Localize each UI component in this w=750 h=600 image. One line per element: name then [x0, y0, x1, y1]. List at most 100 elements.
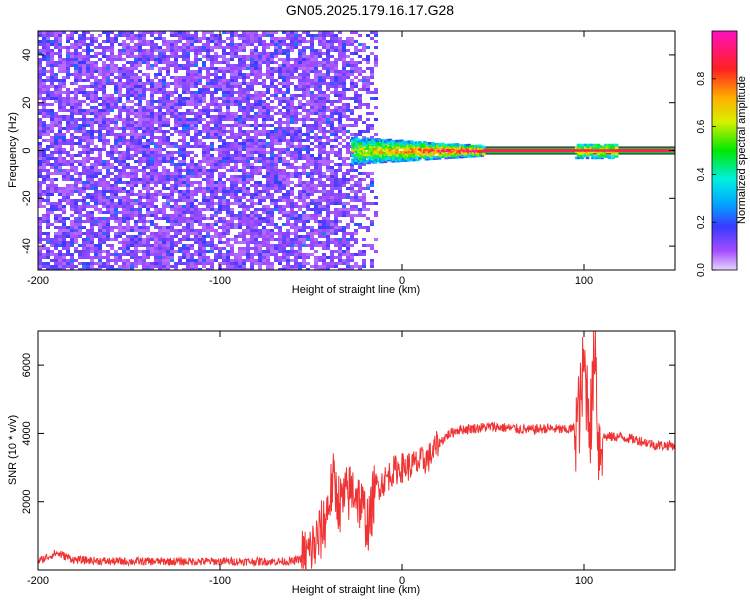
- heatmap-cell: [38, 181, 42, 184]
- heatmap-cell: [46, 268, 50, 270]
- heatmap-cell: [122, 103, 126, 106]
- heatmap-cell: [254, 58, 258, 61]
- heatmap-cell: [90, 193, 94, 196]
- heatmap-cell: [62, 268, 66, 270]
- heatmap-cell: [290, 67, 294, 70]
- heatmap-cell: [118, 85, 122, 88]
- heatmap-cell: [238, 154, 242, 157]
- heatmap-cell: [46, 154, 50, 157]
- heatmap-cell: [90, 220, 94, 223]
- heatmap-cell: [278, 238, 282, 241]
- heatmap-cell: [98, 154, 102, 157]
- heatmap-cell: [102, 121, 106, 124]
- heatmap-cell: [246, 55, 250, 58]
- heatmap-cell: [242, 133, 246, 136]
- heatmap-cell: [282, 82, 286, 85]
- heatmap-cell: [130, 85, 134, 88]
- heatmap-cell: [190, 184, 194, 187]
- heatmap-cell: [318, 169, 322, 172]
- heatmap-cell: [110, 55, 114, 58]
- heatmap-cell: [202, 43, 206, 46]
- heatmap-cell: [106, 229, 110, 232]
- heatmap-cell: [150, 85, 154, 88]
- heatmap-cell: [306, 181, 310, 184]
- heatmap-cell: [98, 232, 102, 235]
- heatmap-cell: [154, 55, 158, 58]
- heatmap-cell: [174, 127, 178, 130]
- heatmap-cell: [174, 241, 178, 244]
- heatmap-cell: [274, 97, 278, 100]
- heatmap-cell: [106, 94, 110, 97]
- heatmap-cell: [66, 244, 70, 247]
- heatmap-cell: [70, 262, 74, 265]
- heatmap-cell: [302, 190, 306, 193]
- heatmap-cell: [46, 85, 50, 88]
- heatmap-cell: [302, 184, 306, 187]
- heatmap-cell: [86, 73, 90, 76]
- heatmap-cell: [282, 121, 286, 124]
- heatmap-cell: [154, 205, 158, 208]
- heatmap-cell: [306, 91, 310, 94]
- heatmap-cell: [134, 91, 138, 94]
- heatmap-cell: [206, 109, 210, 112]
- heatmap-cell: [250, 49, 254, 52]
- heatmap-cell: [226, 169, 230, 172]
- heatmap-cell: [274, 190, 278, 193]
- heatmap-cell: [66, 217, 70, 220]
- heatmap-cell: [74, 118, 78, 121]
- heatmap-cell: [318, 142, 322, 145]
- heatmap-cell: [222, 49, 226, 52]
- heatmap-cell: [342, 232, 346, 235]
- heatmap-cell: [90, 163, 94, 166]
- heatmap-cell: [58, 154, 62, 157]
- heatmap-cell: [234, 34, 238, 37]
- heatmap-cell: [130, 268, 134, 270]
- heatmap-cell: [278, 178, 282, 181]
- heatmap-cell: [58, 52, 62, 55]
- heatmap-cell: [110, 265, 114, 268]
- heatmap-cell: [230, 259, 234, 262]
- heatmap-cell: [146, 265, 150, 268]
- heatmap-cell: [314, 187, 318, 190]
- heatmap-cell: [154, 247, 158, 250]
- heatmap-cell: [250, 166, 254, 169]
- heatmap-cell: [158, 253, 162, 256]
- heatmap-cell: [250, 94, 254, 97]
- heatmap-cell: [342, 82, 346, 85]
- heatmap-cell: [322, 190, 326, 193]
- heatmap-cell: [358, 178, 362, 181]
- heatmap-cell: [242, 247, 246, 250]
- heatmap-cell: [314, 52, 318, 55]
- heatmap-cell: [286, 67, 290, 70]
- heatmap-cell: [306, 82, 310, 85]
- heatmap-cell: [58, 259, 62, 262]
- heatmap-cell: [70, 100, 74, 103]
- heatmap-cell: [234, 121, 238, 124]
- heatmap-cell: [238, 151, 242, 154]
- heatmap-cell: [106, 58, 110, 61]
- heatmap-cell: [54, 52, 58, 55]
- heatmap-cell: [326, 268, 330, 270]
- heatmap-cell: [62, 70, 66, 73]
- heatmap-cell: [282, 199, 286, 202]
- heatmap-cell: [230, 211, 234, 214]
- heatmap-cell: [102, 250, 106, 253]
- heatmap-cell: [118, 199, 122, 202]
- heatmap-cell: [254, 166, 258, 169]
- heatmap-cell: [146, 121, 150, 124]
- heatmap-cell: [54, 190, 58, 193]
- heatmap-cell: [98, 250, 102, 253]
- heatmap-cell: [142, 73, 146, 76]
- heatmap-cell: [98, 202, 102, 205]
- heatmap-cell: [206, 181, 210, 184]
- heatmap-cell: [302, 109, 306, 112]
- heatmap-cell: [118, 151, 122, 154]
- heatmap-cell: [62, 106, 66, 109]
- heatmap-cell: [322, 157, 326, 160]
- heatmap-cell: [162, 160, 166, 163]
- heatmap-cell: [166, 100, 170, 103]
- heatmap-cell: [214, 76, 218, 79]
- heatmap-cell: [46, 70, 50, 73]
- heatmap-cell: [66, 142, 70, 145]
- heatmap-cell: [314, 190, 318, 193]
